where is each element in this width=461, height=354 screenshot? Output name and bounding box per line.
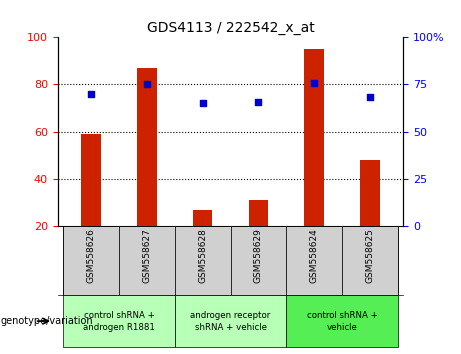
Bar: [63, 295, 175, 347]
Text: GSM558629: GSM558629: [254, 229, 263, 284]
Text: control shRNA +
androgen R1881: control shRNA + androgen R1881: [83, 311, 155, 331]
Bar: [175, 295, 286, 347]
Text: androgen receptor
shRNA + vehicle: androgen receptor shRNA + vehicle: [190, 311, 271, 331]
Point: [143, 82, 151, 87]
Bar: [175, 227, 230, 295]
Text: GSM558627: GSM558627: [142, 229, 151, 284]
Bar: [119, 227, 175, 295]
Bar: [286, 295, 398, 347]
Bar: [304, 49, 324, 227]
Bar: [230, 227, 286, 295]
Bar: [63, 227, 119, 295]
Point: [366, 94, 373, 99]
Bar: [193, 210, 213, 227]
Text: control shRNA +
vehicle: control shRNA + vehicle: [307, 311, 378, 331]
Bar: [342, 227, 398, 295]
Point: [310, 80, 318, 85]
Point: [199, 101, 207, 106]
Text: GSM558625: GSM558625: [366, 229, 374, 284]
Text: GSM558626: GSM558626: [87, 229, 95, 284]
Bar: [360, 160, 380, 227]
Title: GDS4113 / 222542_x_at: GDS4113 / 222542_x_at: [147, 21, 314, 35]
Point: [254, 99, 262, 105]
Point: [88, 91, 95, 97]
Bar: [286, 227, 342, 295]
Bar: [137, 68, 157, 227]
Text: genotype/variation: genotype/variation: [0, 316, 93, 326]
Text: GSM558628: GSM558628: [198, 229, 207, 284]
Text: GSM558624: GSM558624: [310, 229, 319, 283]
Bar: [248, 200, 268, 227]
Bar: [81, 134, 101, 227]
